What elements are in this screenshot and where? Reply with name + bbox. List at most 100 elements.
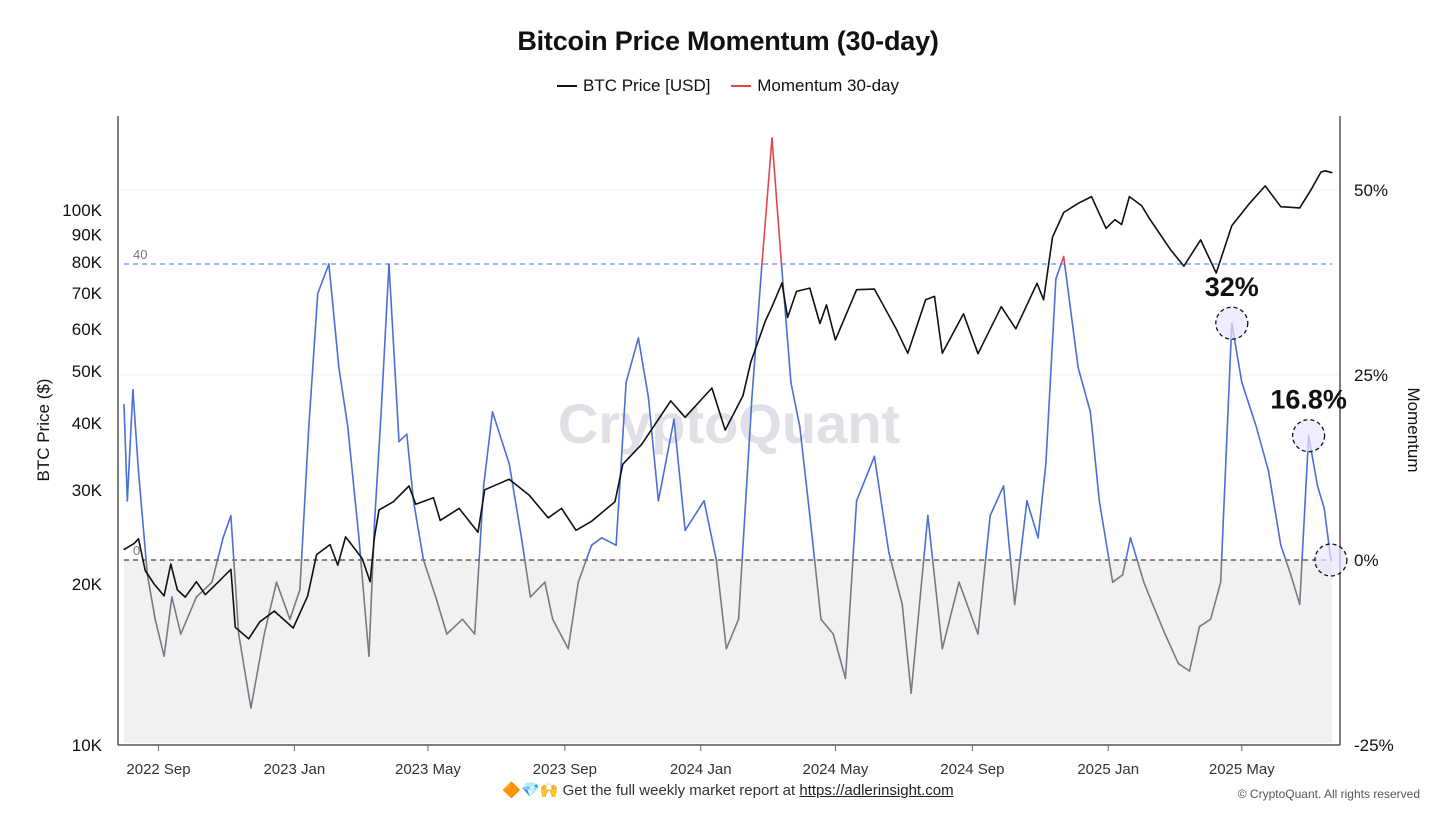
momentum-segment-90 — [931, 559, 944, 650]
price-point-61 — [873, 288, 876, 290]
price-point-47 — [711, 387, 713, 389]
price-point-44 — [641, 443, 643, 445]
momentum-segment-69 — [751, 263, 763, 399]
momentum-segment-15 — [233, 559, 240, 635]
momentum-segment-62 — [673, 418, 686, 532]
momentum-segment-17 — [250, 633, 266, 709]
momentum-segment-96 — [1002, 485, 1012, 561]
left-tick-label-3: 40K — [72, 414, 103, 433]
price-point-54 — [786, 316, 789, 319]
momentum-segment-110 — [1108, 559, 1114, 584]
momentum-segment-74 — [790, 381, 801, 428]
momentum-segment-51 — [551, 618, 570, 650]
momentum-segment-68 — [741, 396, 753, 561]
momentum-segment-116 — [1143, 581, 1154, 606]
legend-item-momentum[interactable]: Momentum 30-day — [731, 76, 899, 96]
left-tick-label-9: 100K — [62, 201, 102, 220]
price-point-56 — [809, 287, 811, 289]
momentum-segment-131 — [1290, 573, 1301, 606]
price-point-4 — [153, 583, 155, 585]
momentum-segment-1 — [126, 388, 134, 502]
footer-emoji: 🔶💎🙌 — [502, 782, 559, 799]
momentum-segment-76 — [809, 514, 816, 561]
momentum-segment-105 — [1062, 255, 1066, 265]
momentum-segment-24 — [316, 263, 330, 295]
momentum-segment-128 — [1267, 470, 1282, 547]
momentum-segment-71 — [771, 137, 782, 258]
x-tick-label-4: 2024 Jan — [670, 761, 732, 778]
price-point-88 — [1249, 202, 1251, 204]
chart-legend: BTC Price [USD] Momentum 30-day — [0, 72, 1456, 96]
momentum-segment-83 — [873, 455, 890, 554]
momentum-segment-8 — [171, 596, 182, 635]
momentum-segment-6 — [154, 618, 165, 658]
footer-link[interactable]: https://adlerinsight.com — [799, 782, 954, 799]
momentum-segment-91 — [941, 581, 960, 650]
price-point-86 — [1215, 272, 1217, 274]
annotation-circle-0 — [1215, 306, 1249, 340]
momentum-segment-67 — [737, 559, 743, 621]
left-tick-label-2: 30K — [72, 481, 103, 500]
price-point-39 — [560, 507, 563, 509]
momentum-segment-42 — [473, 559, 480, 635]
x-tick-label-5: 2024 May — [803, 761, 869, 778]
annotation-label-1: 16.8% — [1270, 385, 1347, 415]
price-point-38 — [547, 517, 549, 519]
momentum-segment-65 — [715, 559, 728, 650]
momentum-segment-26 — [338, 366, 349, 428]
momentum-segment-95 — [989, 485, 1005, 517]
legend-item-btc-price[interactable]: BTC Price [USD] — [557, 76, 711, 96]
price-point-78 — [1114, 219, 1116, 221]
price-point-34 — [477, 531, 479, 533]
price-point-59 — [834, 339, 837, 341]
momentum-segment-127 — [1255, 425, 1270, 473]
price-point-2 — [137, 538, 140, 540]
momentum-segment-111 — [1111, 573, 1124, 584]
momentum-segment-102 — [1045, 277, 1057, 465]
price-point-50 — [750, 361, 752, 363]
momentum-segment-109 — [1098, 499, 1110, 561]
momentum-segment-49 — [529, 581, 546, 598]
price-point-62 — [894, 327, 897, 329]
momentum-segment-97 — [1009, 559, 1016, 606]
momentum-segment-72 — [780, 255, 783, 265]
price-point-65 — [933, 295, 936, 297]
price-point-68 — [977, 353, 979, 355]
price-point-8 — [184, 596, 186, 598]
momentum-segment-112 — [1121, 559, 1127, 576]
momentum-segment-9 — [179, 596, 198, 635]
price-point-42 — [614, 501, 616, 503]
momentum-segment-23 — [308, 292, 319, 428]
price-point-79 — [1120, 223, 1123, 226]
price-point-32 — [439, 519, 441, 521]
price-point-46 — [684, 416, 686, 418]
price-point-3 — [144, 569, 146, 572]
price-point-10 — [204, 594, 206, 596]
price-point-45 — [670, 400, 672, 402]
price-point-21 — [329, 543, 331, 546]
price-point-11 — [218, 581, 220, 583]
left-tick-label-5: 60K — [72, 320, 103, 339]
momentum-segment-106 — [1063, 263, 1079, 369]
price-point-74 — [1063, 211, 1065, 214]
price-point-1 — [133, 542, 135, 545]
momentum-segment-36 — [405, 433, 415, 502]
price-line — [123, 170, 1333, 640]
momentum-segment-22 — [300, 425, 310, 561]
momentum-segment-126 — [1241, 381, 1258, 428]
price-point-14 — [234, 626, 236, 628]
legend-swatch-btc-price — [557, 85, 577, 87]
momentum-segment-61 — [657, 418, 675, 502]
price-point-69 — [1000, 306, 1002, 308]
price-point-20 — [316, 553, 318, 556]
momentum-segment-92 — [958, 581, 979, 635]
momentum-segment-48 — [524, 559, 532, 598]
price-point-37 — [528, 494, 530, 496]
reference-line-label-0: 0 — [133, 543, 140, 558]
momentum-segment-87 — [910, 559, 925, 695]
momentum-segment-7 — [163, 596, 173, 658]
right-tick-label-1: 0% — [1354, 551, 1379, 570]
momentum-segment-82 — [855, 455, 876, 502]
momentum-segment-47 — [520, 536, 526, 561]
x-tick-label-6: 2024 Sep — [940, 761, 1004, 778]
